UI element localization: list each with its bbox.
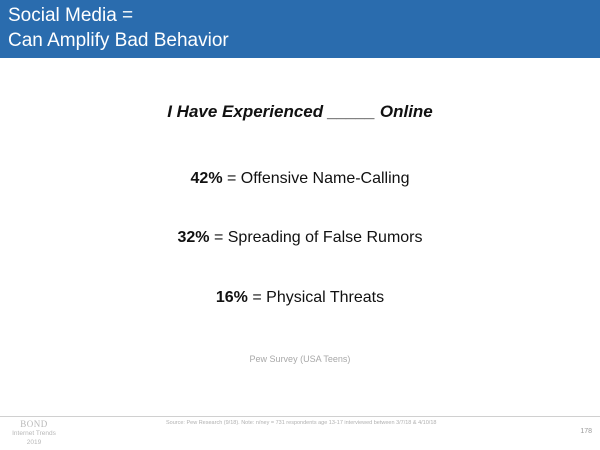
brand-name: BOND bbox=[20, 419, 48, 429]
stat-percent: 16% bbox=[215, 289, 248, 306]
survey-note: Pew Survey (USA Teens) bbox=[249, 354, 351, 364]
stat-percent: 42% bbox=[190, 170, 223, 187]
stat-label: = Offensive Name-Calling bbox=[222, 170, 410, 187]
stat-label: = Physical Threats bbox=[247, 289, 385, 306]
slide-title-line-1: Social Media = bbox=[8, 5, 134, 26]
stat-name-calling: 42% = Offensive Name-Calling bbox=[0, 170, 600, 188]
source-note: Source: Pew Research (9/18). Note: n/ney… bbox=[166, 420, 437, 426]
slide-title-line-2: Can Amplify Bad Behavior bbox=[8, 30, 229, 51]
stat-false-rumors: 32% = Spreading of False Rumors bbox=[0, 229, 600, 247]
footer-divider bbox=[0, 416, 600, 417]
slide-header: Social Media = Can Amplify Bad Behavior bbox=[0, 0, 600, 58]
brand-subtitle: Internet Trends bbox=[12, 430, 56, 437]
bond-logo: BOND Internet Trends 2019 bbox=[4, 419, 64, 447]
page-number: 178 bbox=[580, 428, 592, 435]
stat-percent: 32% bbox=[177, 229, 210, 246]
stat-label: = Spreading of False Rumors bbox=[209, 229, 423, 246]
slide-headline: I Have Experienced _____ Online bbox=[167, 102, 433, 121]
brand-year: 2019 bbox=[26, 439, 42, 446]
stat-physical-threats: 16% = Physical Threats bbox=[0, 289, 600, 307]
